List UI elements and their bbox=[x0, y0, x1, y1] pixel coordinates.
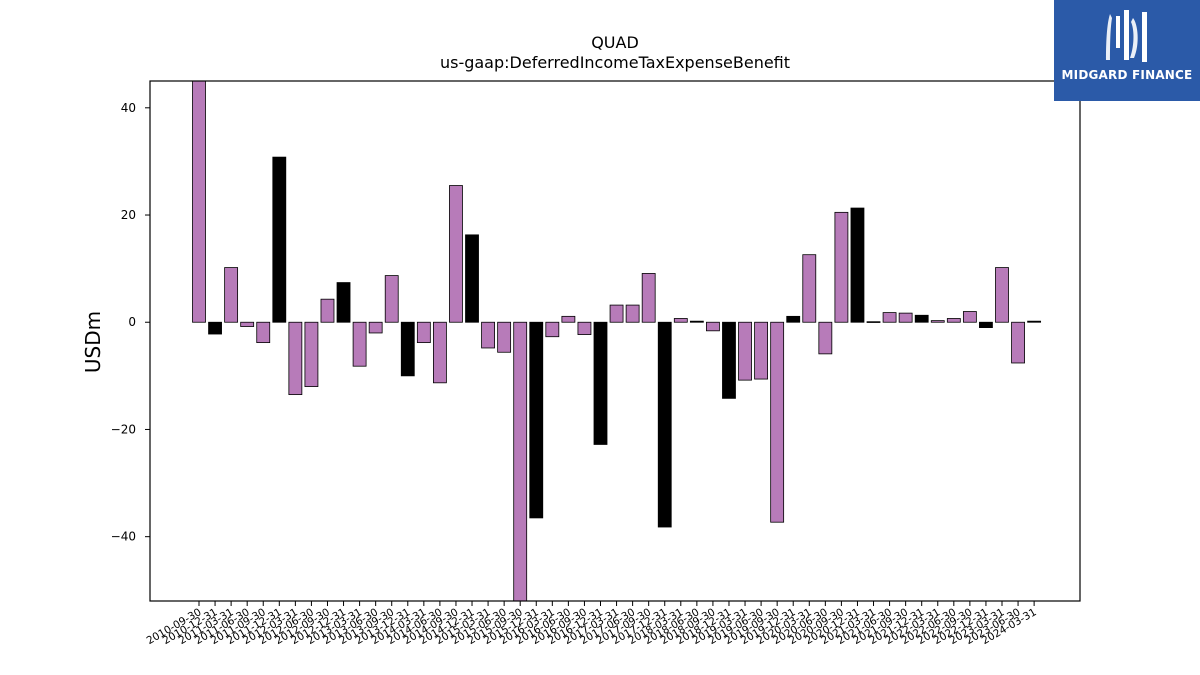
bar-2012-09-30 bbox=[320, 298, 335, 323]
bar-2010-09-30 bbox=[192, 80, 206, 323]
bar-2021-09-30 bbox=[898, 312, 913, 323]
bar-2022-09-30 bbox=[962, 311, 977, 323]
bar-2023-06-30 bbox=[1011, 321, 1025, 364]
bar-2017-12-31 bbox=[657, 321, 672, 528]
y-ticks-group: 40 20 0 −20 −40 bbox=[111, 101, 150, 544]
bar-2013-09-30 bbox=[384, 275, 399, 323]
bar-2015-12-31 bbox=[529, 321, 544, 519]
bar-2015-09-30 bbox=[513, 321, 528, 602]
bars-group bbox=[192, 80, 1042, 602]
bar-2020-12-31 bbox=[850, 207, 865, 323]
bar-2019-09-30 bbox=[770, 321, 785, 523]
y-tick-label: 20 bbox=[121, 208, 136, 222]
bar-2013-06-30 bbox=[368, 321, 383, 334]
bar-2020-06-30 bbox=[818, 321, 833, 355]
bar-2021-06-30 bbox=[882, 312, 897, 323]
bar-2015-03-31 bbox=[481, 321, 495, 349]
bar-2017-03-31 bbox=[609, 304, 624, 323]
bar-2020-09-30 bbox=[834, 211, 849, 323]
bar-2017-06-30 bbox=[625, 304, 640, 323]
bar-2012-06-30 bbox=[304, 321, 319, 387]
bar-2011-12-31 bbox=[272, 156, 287, 323]
bar-2020-03-31 bbox=[802, 254, 817, 323]
bar-2012-12-31 bbox=[336, 282, 351, 323]
bar-2019-12-31 bbox=[786, 315, 801, 323]
bar-2013-12-31 bbox=[400, 321, 415, 377]
bar-2021-12-31 bbox=[914, 314, 929, 323]
bar-2018-12-31 bbox=[722, 321, 736, 399]
bar-2011-03-31 bbox=[224, 267, 239, 323]
brand-logo: MIDGARD FINANCE bbox=[1054, 0, 1200, 101]
bar-2016-12-31 bbox=[593, 321, 608, 445]
bar-2011-09-30 bbox=[256, 321, 271, 344]
bar-2022-06-30 bbox=[946, 318, 961, 323]
bar-2019-03-31 bbox=[738, 321, 752, 381]
bar-2014-12-31 bbox=[465, 234, 479, 323]
bar-2018-03-31 bbox=[673, 318, 688, 323]
bar-2014-06-30 bbox=[432, 321, 447, 384]
bar-2022-12-31 bbox=[979, 321, 993, 328]
bar-2010-12-31 bbox=[208, 321, 222, 335]
chart-title: QUAD bbox=[591, 33, 639, 52]
bar-2014-03-31 bbox=[416, 321, 431, 344]
bar-2017-09-30 bbox=[641, 273, 656, 323]
y-tick-label: −20 bbox=[111, 422, 136, 436]
y-tick-label: 0 bbox=[128, 315, 136, 329]
bar-2021-03-31 bbox=[866, 321, 881, 323]
bar-2019-06-30 bbox=[754, 321, 768, 380]
bar-2016-06-30 bbox=[561, 315, 576, 323]
chart-subtitle: us-gaap:DeferredIncomeTaxExpenseBenefit bbox=[440, 53, 790, 72]
bar-2014-09-30 bbox=[449, 185, 463, 323]
bar-2012-03-31 bbox=[288, 321, 303, 396]
bar-2015-06-30 bbox=[497, 321, 512, 353]
bar-2018-09-30 bbox=[706, 321, 720, 332]
bar-2022-03-31 bbox=[930, 320, 945, 323]
bar-2011-06-30 bbox=[240, 321, 255, 327]
bar-2018-06-30 bbox=[689, 320, 704, 323]
x-ticks-group: 2010-09-302010-12-312011-03-312011-06-30… bbox=[145, 601, 1039, 647]
midgard-logo-icon bbox=[1106, 10, 1147, 62]
plot-frame bbox=[149, 80, 1081, 602]
y-axis-label: USDm bbox=[81, 311, 105, 373]
brand-logo-text: MIDGARD FINANCE bbox=[1061, 68, 1193, 82]
y-tick-label: −40 bbox=[111, 530, 136, 544]
y-tick-label: 40 bbox=[121, 101, 136, 115]
bar-2024-03-31 bbox=[1027, 320, 1042, 323]
bar-2016-09-30 bbox=[577, 321, 592, 335]
bar-2016-03-31 bbox=[545, 321, 560, 338]
bar-2023-03-31 bbox=[995, 267, 1009, 323]
bar-2013-03-31 bbox=[352, 321, 367, 367]
